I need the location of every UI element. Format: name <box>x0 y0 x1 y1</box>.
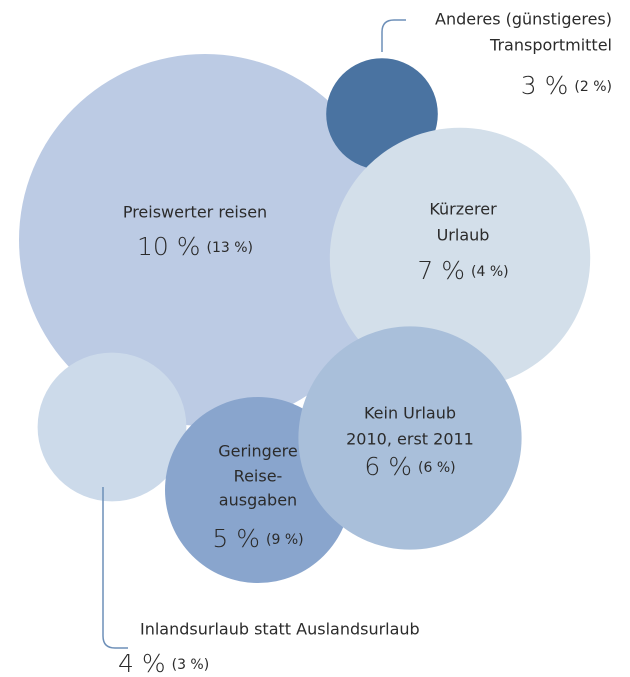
bubble-label: Anderes (günstigeres) <box>435 10 612 29</box>
previous-value: (9 %) <box>266 532 304 548</box>
bubbles <box>19 54 591 583</box>
bubble-label: Preiswerter reisen <box>123 203 267 222</box>
value-label: 7 % (4 %) <box>417 256 508 285</box>
value: 7 % <box>417 256 465 285</box>
leader-line <box>381 19 406 52</box>
bubble-label: Kürzerer <box>429 200 497 219</box>
value: 6 % <box>364 452 412 481</box>
previous-value: (6 %) <box>418 460 456 476</box>
bubble <box>37 352 187 502</box>
value-label: 3 % (2 %) <box>521 71 612 100</box>
previous-value: (4 %) <box>471 264 509 280</box>
value: 10 % <box>137 232 201 261</box>
bubble <box>19 54 391 426</box>
bubble-label: Kein Urlaub <box>364 404 456 423</box>
previous-value: (2 %) <box>574 79 612 95</box>
leader-line <box>102 487 128 649</box>
value-label: 4 % (3 %) <box>118 649 209 677</box>
previous-value: (3 %) <box>172 657 210 673</box>
bubble <box>329 127 591 389</box>
bubble-label: 2010, erst 2011 <box>346 430 474 449</box>
previous-value: (13 %) <box>207 240 254 256</box>
bubble-label: Inlandsurlaub statt Auslandsurlaub <box>140 620 420 639</box>
bubble-label: Transportmittel <box>489 36 612 55</box>
value: 5 % <box>212 524 260 553</box>
value-label: 10 % (13 %) <box>137 232 253 261</box>
value-label: 6 % (6 %) <box>364 452 455 481</box>
bubble-label: ausgaben <box>219 491 297 510</box>
bubble-label: Reise- <box>234 467 283 486</box>
value-label: 5 % (9 %) <box>212 524 303 553</box>
value: 3 % <box>521 71 569 100</box>
value: 4 % <box>118 649 166 677</box>
bubble-label: Urlaub <box>437 226 490 245</box>
bubble-label: Geringere <box>218 442 297 461</box>
bubble <box>298 326 522 550</box>
labels: Preiswerter reisen 10 % (13 %) Kürzerer Urla… <box>118 10 612 677</box>
